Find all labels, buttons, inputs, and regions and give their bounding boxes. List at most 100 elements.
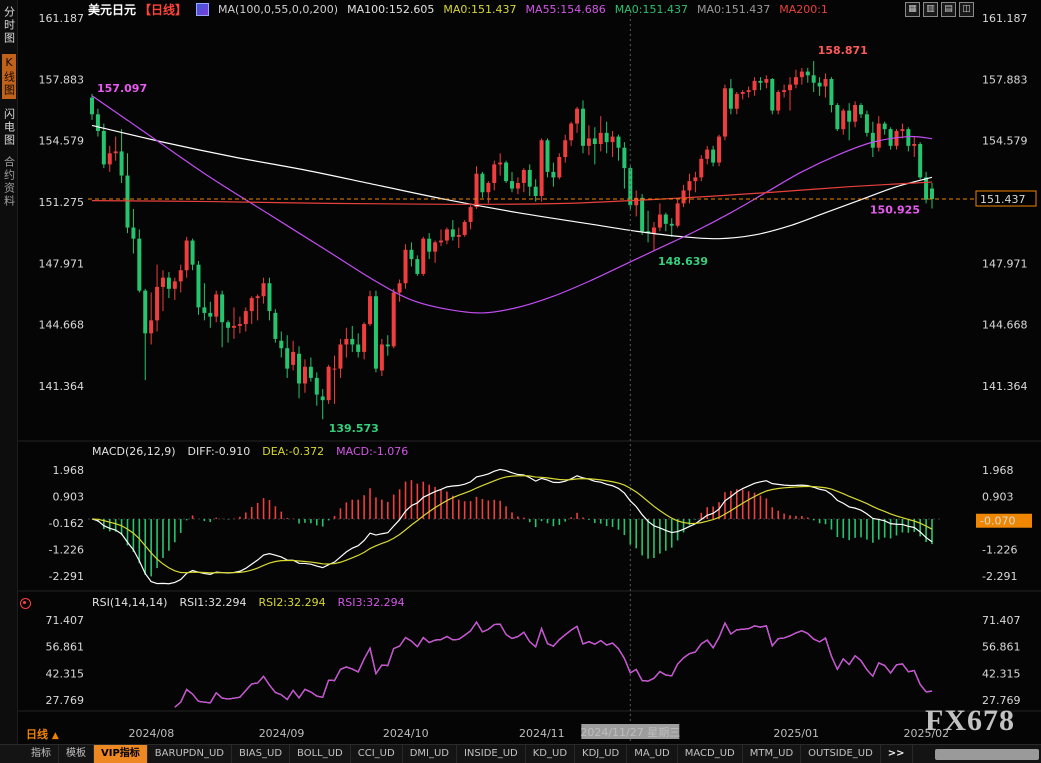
tab-kdj-ud[interactable]: KDJ_UD bbox=[575, 745, 628, 763]
sidebar-item-contract-info[interactable]: 合约资料 bbox=[2, 156, 16, 208]
svg-text:-0.162: -0.162 bbox=[49, 517, 84, 530]
indicator-icon[interactable] bbox=[196, 2, 210, 16]
tab-bias-ud[interactable]: BIAS_UD bbox=[232, 745, 291, 763]
tab-cci-ud[interactable]: CCI_UD bbox=[351, 745, 403, 763]
sidebar-item-time-chart[interactable]: 分时图 bbox=[2, 6, 16, 45]
svg-text:56.861: 56.861 bbox=[982, 641, 1021, 654]
svg-text:147.971: 147.971 bbox=[982, 257, 1028, 270]
rsi3-value: RSI3:32.294 bbox=[337, 596, 405, 609]
window-layout-icons: ▦ ▥ ▤ ◫ bbox=[905, 2, 974, 17]
sidebar: 分时图 K线图 闪电图 合约资料 bbox=[0, 0, 18, 763]
period-selector[interactable]: 日线 ▲ bbox=[26, 726, 59, 742]
layout-mixed-icon[interactable]: ◫ bbox=[959, 2, 974, 17]
macd-diff-value: DIFF:-0.910 bbox=[187, 445, 251, 458]
layout-rows-icon[interactable]: ▤ bbox=[941, 2, 956, 17]
layout-columns-icon[interactable]: ▥ bbox=[923, 2, 938, 17]
tab-ma-ud[interactable]: MA_UD bbox=[627, 745, 678, 763]
svg-text:71.407: 71.407 bbox=[46, 614, 85, 627]
svg-text:0.903: 0.903 bbox=[982, 491, 1014, 504]
ma0-value-green: MA0:151.437 bbox=[614, 2, 688, 16]
svg-text:161.187: 161.187 bbox=[39, 12, 85, 25]
svg-text:148.639: 148.639 bbox=[658, 255, 708, 268]
layout-grid-icon[interactable]: ▦ bbox=[905, 2, 920, 17]
sidebar-item-kline-chart[interactable]: K线图 bbox=[1, 54, 16, 99]
svg-text:-0.070: -0.070 bbox=[980, 515, 1015, 528]
tab-kd-ud[interactable]: KD_UD bbox=[526, 745, 576, 763]
tab-outside-ud[interactable]: OUTSIDE_UD bbox=[801, 745, 881, 763]
macd-dea-value: DEA:-0.372 bbox=[262, 445, 325, 458]
svg-text:0.903: 0.903 bbox=[53, 491, 85, 504]
svg-text:147.971: 147.971 bbox=[39, 257, 85, 270]
svg-text:42.315: 42.315 bbox=[982, 667, 1021, 680]
ma0-value-yellow: MA0:151.437 bbox=[443, 2, 517, 16]
svg-text:-2.291: -2.291 bbox=[982, 570, 1017, 583]
svg-text:154.579: 154.579 bbox=[982, 135, 1028, 148]
svg-text:1.968: 1.968 bbox=[53, 464, 85, 477]
svg-text:154.579: 154.579 bbox=[39, 135, 85, 148]
svg-text:144.668: 144.668 bbox=[39, 319, 85, 332]
rsi-pane-header: RSI(14,14,14) RSI1:32.294 RSI2:32.294 RS… bbox=[92, 596, 405, 609]
svg-text:157.883: 157.883 bbox=[982, 73, 1028, 86]
svg-text:56.861: 56.861 bbox=[46, 641, 85, 654]
svg-text:1.968: 1.968 bbox=[982, 464, 1014, 477]
svg-text:2024/11: 2024/11 bbox=[519, 727, 565, 740]
macd-value: MACD:-1.076 bbox=[336, 445, 409, 458]
macd-title: MACD(26,12,9) bbox=[92, 445, 176, 458]
horizontal-scrollbar-thumb[interactable] bbox=[935, 749, 1039, 760]
svg-text:150.925: 150.925 bbox=[870, 204, 920, 217]
tab-dmi-ud[interactable]: DMI_UD bbox=[403, 745, 457, 763]
svg-text:141.364: 141.364 bbox=[982, 380, 1028, 393]
watermark: FX678 bbox=[925, 704, 1015, 737]
svg-text:2025/01: 2025/01 bbox=[773, 727, 819, 740]
rsi1-value: RSI1:32.294 bbox=[179, 596, 247, 609]
svg-text:2024/11/27 星期三: 2024/11/27 星期三 bbox=[580, 726, 680, 739]
svg-text:71.407: 71.407 bbox=[982, 614, 1021, 627]
sidebar-item-lightning-chart[interactable]: 闪电图 bbox=[2, 108, 16, 147]
svg-text:151.275: 151.275 bbox=[39, 196, 85, 209]
svg-text:27.769: 27.769 bbox=[46, 694, 85, 707]
tab-more[interactable]: >> bbox=[881, 745, 913, 763]
rsi2-value: RSI2:32.294 bbox=[258, 596, 326, 609]
svg-text:157.097: 157.097 bbox=[97, 82, 147, 95]
svg-text:-2.291: -2.291 bbox=[49, 570, 84, 583]
period-selector-label: 日线 bbox=[26, 728, 48, 741]
svg-text:2024/09: 2024/09 bbox=[259, 727, 305, 740]
svg-text:27.769: 27.769 bbox=[982, 694, 1021, 707]
svg-text:157.883: 157.883 bbox=[39, 73, 85, 86]
ma-settings-label: MA(100,0,55,0,0,200) bbox=[218, 2, 339, 16]
svg-text:151.437: 151.437 bbox=[980, 193, 1026, 206]
svg-text:158.871: 158.871 bbox=[818, 44, 868, 57]
svg-text:2024/08: 2024/08 bbox=[129, 727, 175, 740]
tab-inside-ud[interactable]: INSIDE_UD bbox=[457, 745, 526, 763]
svg-text:-1.226: -1.226 bbox=[982, 543, 1017, 556]
chevron-up-icon: ▲ bbox=[51, 731, 59, 741]
chart-header: 美元日元 【日线】 MA(100,0,55,0,0,200) MA100:152.… bbox=[88, 1, 828, 17]
tab-vip-indicator[interactable]: VIP指标 bbox=[94, 745, 148, 763]
tab-indicator[interactable]: 指标 bbox=[24, 745, 59, 763]
tab-macd-ud[interactable]: MACD_UD bbox=[678, 745, 743, 763]
tab-boll-ud[interactable]: BOLL_UD bbox=[290, 745, 351, 763]
svg-text:2024/10: 2024/10 bbox=[383, 727, 429, 740]
ma100-value: MA100:152.605 bbox=[347, 2, 435, 16]
ma55-value: MA55:154.686 bbox=[525, 2, 606, 16]
tab-barupdn-ud[interactable]: BARUPDN_UD bbox=[148, 745, 232, 763]
period-tag: 【日线】 bbox=[139, 2, 188, 17]
indicator-tab-bar: 指标 模板 VIP指标 BARUPDN_UD BIAS_UD BOLL_UD C… bbox=[0, 744, 1041, 763]
ma0-value-gray: MA0:151.437 bbox=[696, 2, 771, 16]
macd-pane-header: MACD(26,12,9) DIFF:-0.910 DEA:-0.372 MAC… bbox=[92, 445, 408, 458]
svg-text:2025/02: 2025/02 bbox=[903, 727, 949, 740]
svg-text:-1.226: -1.226 bbox=[49, 543, 84, 556]
tab-template[interactable]: 模板 bbox=[59, 745, 94, 763]
target-marker-icon bbox=[20, 598, 31, 609]
svg-text:141.364: 141.364 bbox=[39, 380, 85, 393]
ma200-value: MA200:1 bbox=[779, 2, 828, 16]
svg-text:144.668: 144.668 bbox=[982, 319, 1028, 332]
rsi-title: RSI(14,14,14) bbox=[92, 596, 168, 609]
svg-text:161.187: 161.187 bbox=[982, 12, 1028, 25]
tab-mtm-ud[interactable]: MTM_UD bbox=[743, 745, 802, 763]
symbol-name: 美元日元 bbox=[88, 2, 137, 17]
svg-text:42.315: 42.315 bbox=[46, 667, 85, 680]
svg-text:139.573: 139.573 bbox=[329, 422, 379, 435]
